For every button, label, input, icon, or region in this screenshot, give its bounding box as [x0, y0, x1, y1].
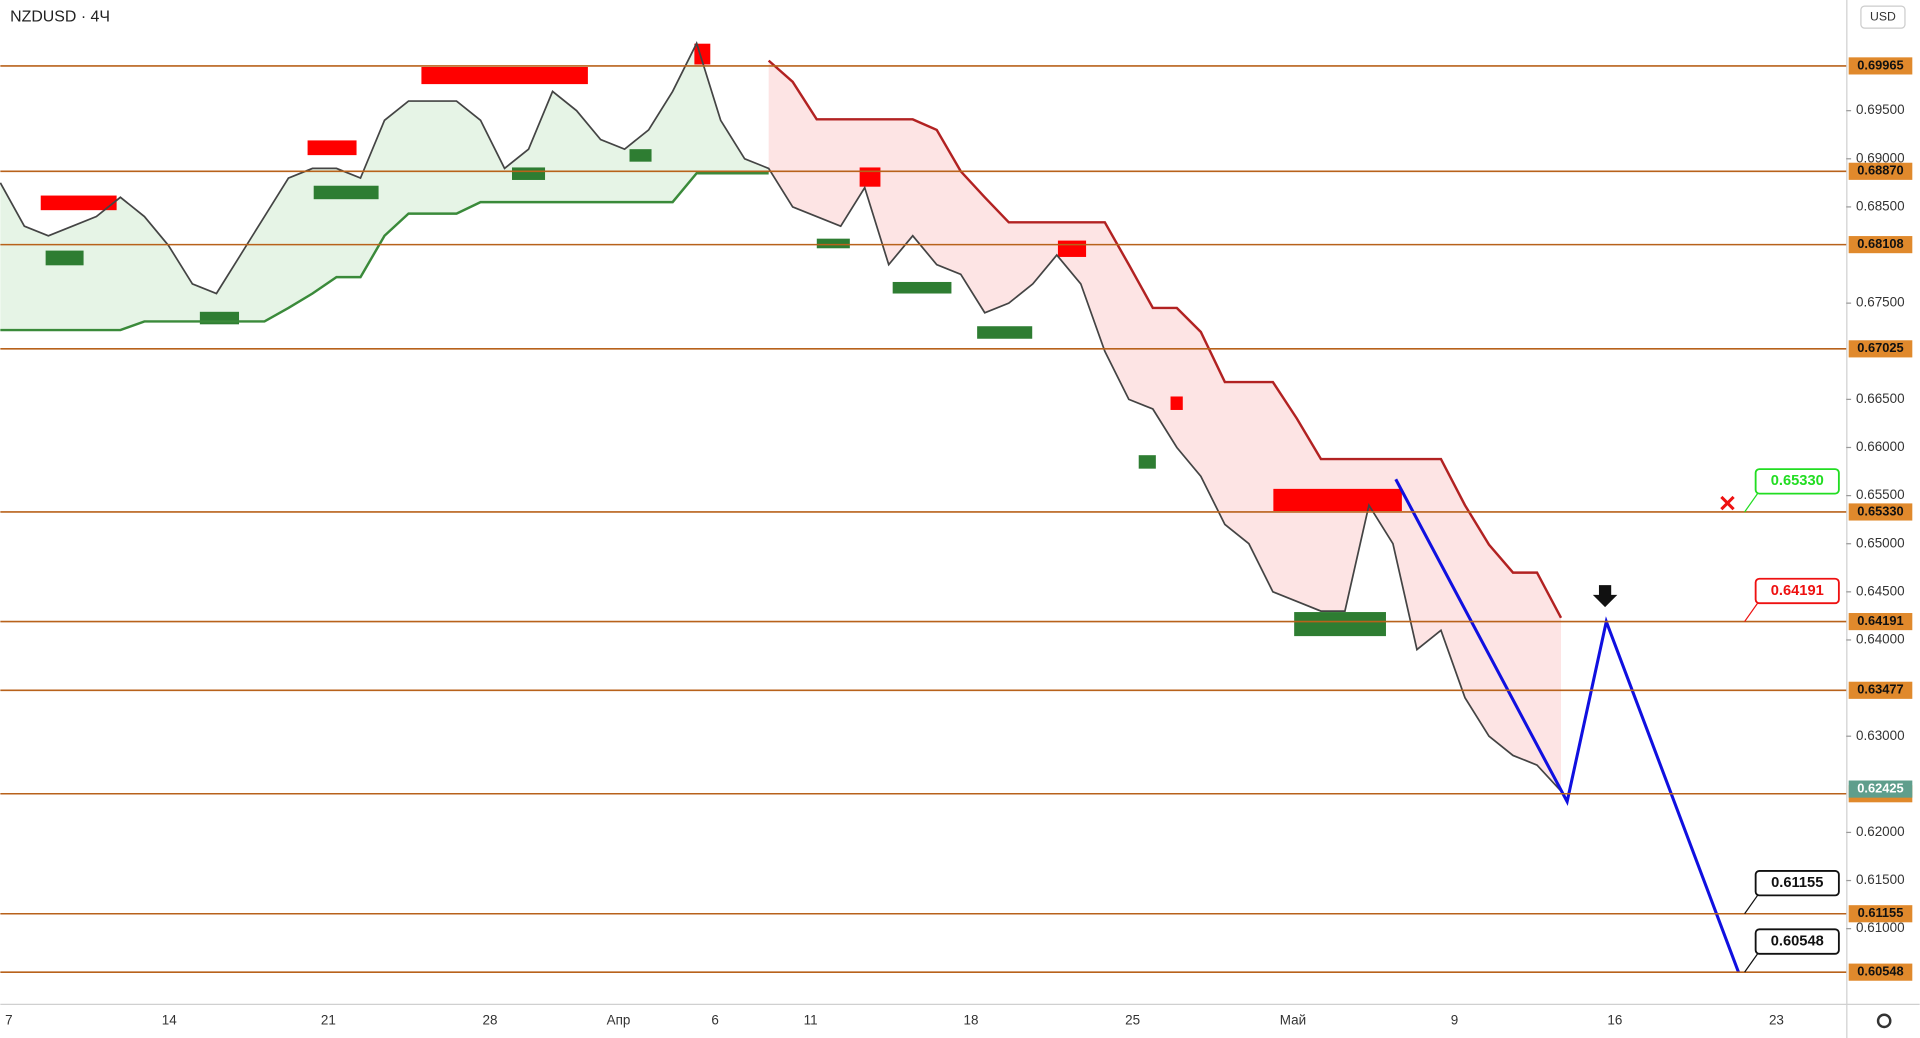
trend-fill [768, 60, 1562, 792]
zone [1170, 396, 1183, 410]
zone [1273, 488, 1402, 512]
level-price-label: 0.68870 [1857, 163, 1903, 178]
zone [421, 66, 588, 85]
level-price-tag [1848, 503, 1913, 521]
y-tick-label: 0.66500 [1856, 391, 1905, 406]
callout-box [1754, 869, 1840, 897]
callout-box [1754, 468, 1840, 495]
settings-icon[interactable] [1876, 1013, 1892, 1029]
zone [859, 167, 881, 187]
level-price-tag [1848, 905, 1913, 923]
zone [40, 195, 117, 211]
y-tick-label: 0.61000 [1856, 920, 1905, 935]
y-tick-label: 0.66000 [1856, 439, 1905, 454]
level-price-label: 0.60548 [1857, 964, 1903, 979]
level-price-tag [1848, 236, 1913, 254]
trend-fill [0, 43, 769, 331]
x-tick-label: 25 [1125, 1012, 1140, 1027]
gear[interactable] [1876, 1013, 1892, 1029]
callout-pointer [1744, 490, 1760, 513]
level-price-label: 0.68108 [1857, 236, 1903, 251]
level-price-tag [1848, 57, 1913, 75]
y-tick-label: 0.65500 [1856, 487, 1905, 502]
zone [45, 250, 84, 266]
callout-pointer [1744, 950, 1760, 973]
price-line [0, 41, 1562, 792]
currency-label[interactable]: USD [1870, 9, 1896, 23]
cross-mark [1720, 495, 1735, 511]
y-tick-label: 0.63000 [1856, 728, 1905, 743]
level-price-label: 0.64191 [1857, 613, 1903, 628]
level-price-tag [1848, 963, 1913, 981]
y-tick-label: 0.61500 [1856, 872, 1905, 887]
y-tick-label: 0.65000 [1856, 535, 1905, 550]
level-price-tag [1848, 613, 1913, 631]
projection-path [1394, 478, 1740, 973]
x-tick-label: 7 [5, 1012, 12, 1027]
x-tick-label: 16 [1607, 1012, 1622, 1027]
callout-box [1754, 928, 1840, 955]
x-tick-label: 18 [964, 1012, 979, 1027]
x-tick-label: 14 [162, 1012, 177, 1027]
x-tick-label: 28 [482, 1012, 497, 1027]
callout-pointer [1744, 600, 1760, 622]
supertrend-line [0, 171, 769, 332]
zone [1294, 612, 1386, 637]
zone [977, 326, 1033, 339]
level-price-label: 0.63477 [1857, 682, 1903, 697]
y-tick-label: 0.62000 [1856, 824, 1905, 839]
zone [816, 238, 850, 249]
level-price-tag [1848, 162, 1913, 180]
level-price-label: 0.65330 [1857, 503, 1903, 518]
y-tick-label: 0.69000 [1856, 150, 1905, 165]
callout-label: 0.61155 [1771, 875, 1823, 891]
x-tick-label: 21 [321, 1012, 336, 1027]
x-tick-label: 23 [1769, 1012, 1784, 1027]
x-tick-label: 9 [1451, 1012, 1458, 1027]
callout-box [1754, 577, 1840, 605]
y-tick-label: 0.68500 [1856, 198, 1905, 213]
zone [313, 185, 379, 200]
level-price-tag [1848, 681, 1913, 699]
level-price-tag [1848, 340, 1913, 358]
y-tick-label: 0.69500 [1856, 102, 1905, 117]
x-tick-label: Май [1280, 1012, 1306, 1027]
last-price-tag [1848, 780, 1913, 798]
down-arrow [1592, 585, 1618, 608]
callout-label: 0.60548 [1771, 933, 1824, 949]
symbol-title: NZDUSD · 4Ч [10, 8, 110, 25]
callout-label: 0.65330 [1771, 473, 1824, 489]
zone [1057, 240, 1087, 257]
plot-area [0, 41, 1740, 973]
zone [511, 167, 546, 180]
level-price-label: 0.67025 [1857, 340, 1903, 355]
zone [629, 149, 652, 162]
callout-pointer [1744, 892, 1760, 915]
supertrend-line [767, 59, 1563, 619]
zone [1138, 455, 1156, 469]
x-tick-label: Апр [607, 1012, 631, 1027]
currency-button[interactable] [1860, 5, 1906, 29]
y-tick-label: 0.67500 [1856, 295, 1905, 310]
level-price-label: 0.69965 [1857, 57, 1903, 72]
last-price-label: 0.62425 [1857, 780, 1903, 795]
x-tick-label: 6 [711, 1012, 718, 1027]
callout-label: 0.64191 [1771, 583, 1824, 599]
y-tick-label: 0.64000 [1856, 632, 1905, 647]
level-price-label: 0.61155 [1858, 905, 1904, 920]
zone [307, 140, 357, 156]
x-tick-label: 11 [804, 1012, 818, 1027]
zone [892, 281, 952, 294]
y-tick-label: 0.64500 [1856, 583, 1905, 598]
